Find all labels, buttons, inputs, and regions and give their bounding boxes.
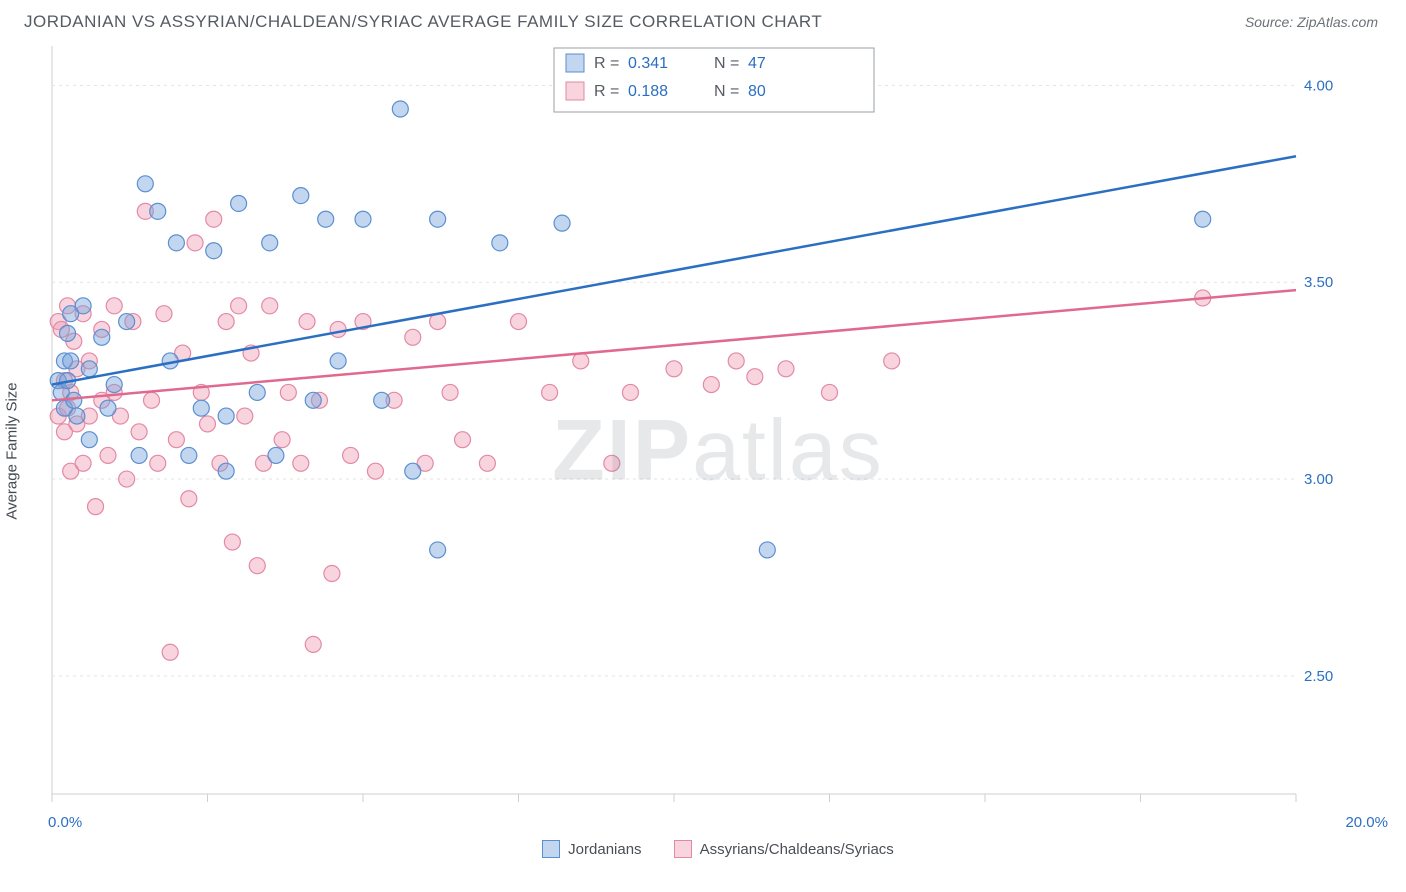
svg-text:4.00: 4.00 xyxy=(1304,77,1333,94)
legend-item-assyrians: Assyrians/Chaldeans/Syriacs xyxy=(674,840,894,858)
chart-header: JORDANIAN VS ASSYRIAN/CHALDEAN/SYRIAC AV… xyxy=(0,0,1406,40)
svg-text:47: 47 xyxy=(748,55,766,72)
svg-text:N =: N = xyxy=(714,83,739,100)
legend-label-jordanians: Jordanians xyxy=(568,841,641,858)
x-axis-max-label: 20.0% xyxy=(1345,814,1388,831)
x-axis-min-label: 0.0% xyxy=(48,814,82,831)
bottom-legend: Jordanians Assyrians/Chaldeans/Syriacs xyxy=(48,840,1388,858)
y-axis-label: Average Family Size xyxy=(4,382,21,519)
x-axis-labels: 0.0% 20.0% xyxy=(48,814,1388,836)
legend-item-jordanians: Jordanians xyxy=(542,840,641,858)
svg-text:0.188: 0.188 xyxy=(628,83,668,100)
svg-text:80: 80 xyxy=(748,83,766,100)
chart-area: Average Family Size 2.503.003.504.00R =0… xyxy=(48,44,1388,858)
svg-text:3.50: 3.50 xyxy=(1304,274,1333,291)
svg-text:2.50: 2.50 xyxy=(1304,668,1333,685)
legend-swatch-jordanians xyxy=(542,840,560,858)
svg-text:N =: N = xyxy=(714,55,739,72)
correlation-scatter-plot: 2.50 3.00 3.50 4.00 R = 0.341 N = 47 R = 0.188 N =… xyxy=(48,44,1340,812)
source-label: Source: ZipAtlas.com xyxy=(1245,14,1378,30)
chart-title: JORDANIAN VS ASSYRIAN/CHALDEAN/SYRIAC AV… xyxy=(24,12,822,32)
legend-swatch-assyrians xyxy=(674,840,692,858)
svg-text:R =: R = xyxy=(594,83,619,100)
svg-text:3.00: 3.00 xyxy=(1304,471,1333,488)
legend-label-assyrians: Assyrians/Chaldeans/Syriacs xyxy=(700,841,894,858)
svg-text:R =: R = xyxy=(594,55,619,72)
svg-text:0.341: 0.341 xyxy=(628,55,668,72)
